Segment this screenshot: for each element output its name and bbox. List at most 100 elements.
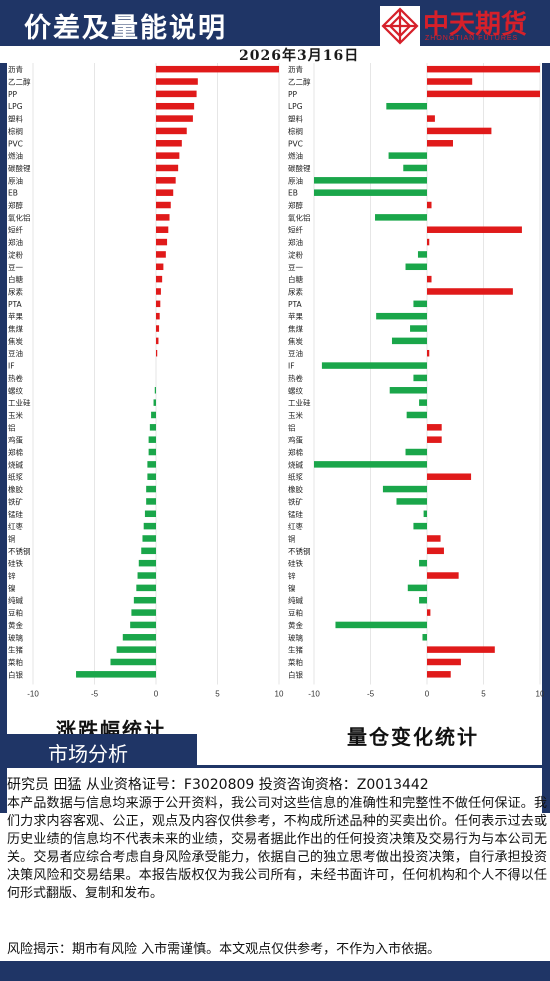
- right-category-label: 碳酸锂: [288, 163, 311, 173]
- left-category-label: 锌: [8, 571, 16, 581]
- right-category-label: 不锈钢: [288, 546, 311, 556]
- right-bar: [427, 671, 451, 678]
- right-bar: [419, 399, 427, 406]
- left-category-label: 纸浆: [8, 472, 23, 482]
- right-bar: [413, 300, 427, 308]
- right-bar: [427, 78, 473, 85]
- right-bar: [314, 177, 427, 184]
- left-category-label: 短纤: [8, 225, 23, 235]
- right-category-label: 菜粕: [288, 657, 303, 667]
- left-category-label: PVC: [8, 139, 23, 148]
- right-tick-label: 10: [536, 690, 545, 699]
- right-category-label: 郑油: [288, 237, 303, 247]
- left-category-label: 乙二醇: [8, 77, 31, 87]
- left-bar: [156, 325, 160, 332]
- left-bar: [142, 535, 156, 542]
- right-category-label: 塑料: [288, 114, 303, 124]
- left-tick-label: -5: [91, 690, 99, 699]
- left-bar: [130, 621, 156, 629]
- left-bar: [156, 102, 195, 110]
- right-bar: [335, 621, 427, 629]
- left-bar: [148, 436, 156, 443]
- left-bar: [156, 275, 163, 283]
- section-divider: [7, 765, 543, 768]
- left-category-label: 烧碱: [8, 459, 23, 469]
- right-category-label: 硅铁: [288, 558, 303, 568]
- left-bar: [156, 349, 158, 357]
- left-frame: [0, 63, 7, 813]
- right-bar: [427, 115, 435, 122]
- right-bar: [427, 201, 432, 209]
- right-bar: [410, 325, 427, 332]
- left-tick-label: 0: [154, 690, 159, 699]
- right-bar: [427, 127, 492, 135]
- left-category-label: 苹果: [8, 311, 23, 321]
- left-bar: [156, 226, 169, 233]
- left-category-label: 铝: [8, 422, 16, 432]
- right-bar: [417, 251, 427, 258]
- brand-logo-icon: [380, 6, 420, 46]
- left-category-label: PTA: [8, 300, 23, 309]
- right-category-label: 苹果: [288, 311, 303, 321]
- right-tick-label: -5: [367, 690, 375, 699]
- right-bar: [403, 164, 427, 172]
- right-bar: [427, 572, 459, 579]
- left-bar: [156, 115, 193, 122]
- right-chart-caption: 量仓变化统计: [347, 725, 479, 749]
- right-bar: [314, 189, 427, 196]
- right-category-label: 工业硅: [288, 398, 311, 408]
- left-category-label: 碳酸锂: [8, 163, 31, 173]
- left-bar: [156, 288, 161, 295]
- left-category-label: 豆油: [8, 348, 23, 358]
- right-bar: [419, 559, 427, 567]
- footer-bar: [0, 961, 550, 981]
- right-bar: [389, 387, 427, 394]
- left-category-label: 硅铁: [8, 558, 23, 568]
- right-bar: [382, 485, 427, 493]
- right-category-label: 螺纹: [288, 385, 303, 395]
- left-category-label: 镍: [8, 583, 16, 593]
- right-bar: [419, 596, 427, 604]
- left-category-label: 焦炭: [8, 336, 23, 346]
- right-category-label: 豆一: [288, 263, 303, 272]
- left-category-label: EB: [8, 189, 18, 198]
- left-bar: [156, 201, 171, 209]
- right-bar: [427, 535, 441, 542]
- right-tick-label: 0: [425, 690, 430, 699]
- left-bar: [156, 337, 159, 345]
- left-category-label: 郑醇: [8, 200, 23, 210]
- left-bar: [146, 498, 156, 505]
- right-category-label: 热卷: [288, 373, 303, 383]
- right-category-label: 红枣: [288, 521, 303, 531]
- left-bar: [138, 559, 156, 567]
- left-bar: [156, 177, 176, 184]
- left-category-label: 玻璃: [8, 632, 23, 642]
- right-bar: [422, 634, 427, 641]
- left-category-label: 红枣: [8, 521, 23, 531]
- left-category-label: 燃油: [8, 151, 23, 161]
- left-category-label: 淀粉: [8, 249, 23, 259]
- right-bar: [427, 288, 513, 295]
- left-bar: [156, 263, 164, 271]
- left-bar: [148, 448, 156, 456]
- left-category-label: 白糖: [8, 274, 23, 284]
- right-category-label: 白糖: [288, 274, 303, 284]
- left-bar: [146, 485, 156, 493]
- left-bar: [122, 634, 156, 641]
- right-category-label: 纸浆: [288, 472, 303, 482]
- left-tick-label: 5: [215, 690, 220, 699]
- right-category-label: LPG: [288, 102, 303, 111]
- right-category-label: 郑醇: [288, 200, 303, 210]
- right-category-label: 玉米: [288, 410, 303, 420]
- right-category-label: 尿素: [288, 286, 303, 296]
- researcher-info: 研究员 田猛 从业资格证号：F3020809 投资咨询资格：Z0013442: [7, 777, 429, 793]
- right-category-label: 郑棉: [288, 447, 303, 457]
- right-bar: [376, 312, 427, 320]
- left-category-label: 豆粕: [8, 608, 23, 618]
- brand-name: 中天期货: [423, 10, 528, 40]
- right-bar: [427, 226, 522, 233]
- right-category-label: PVC: [288, 139, 303, 148]
- left-bar: [156, 164, 179, 172]
- left-bar: [156, 65, 279, 73]
